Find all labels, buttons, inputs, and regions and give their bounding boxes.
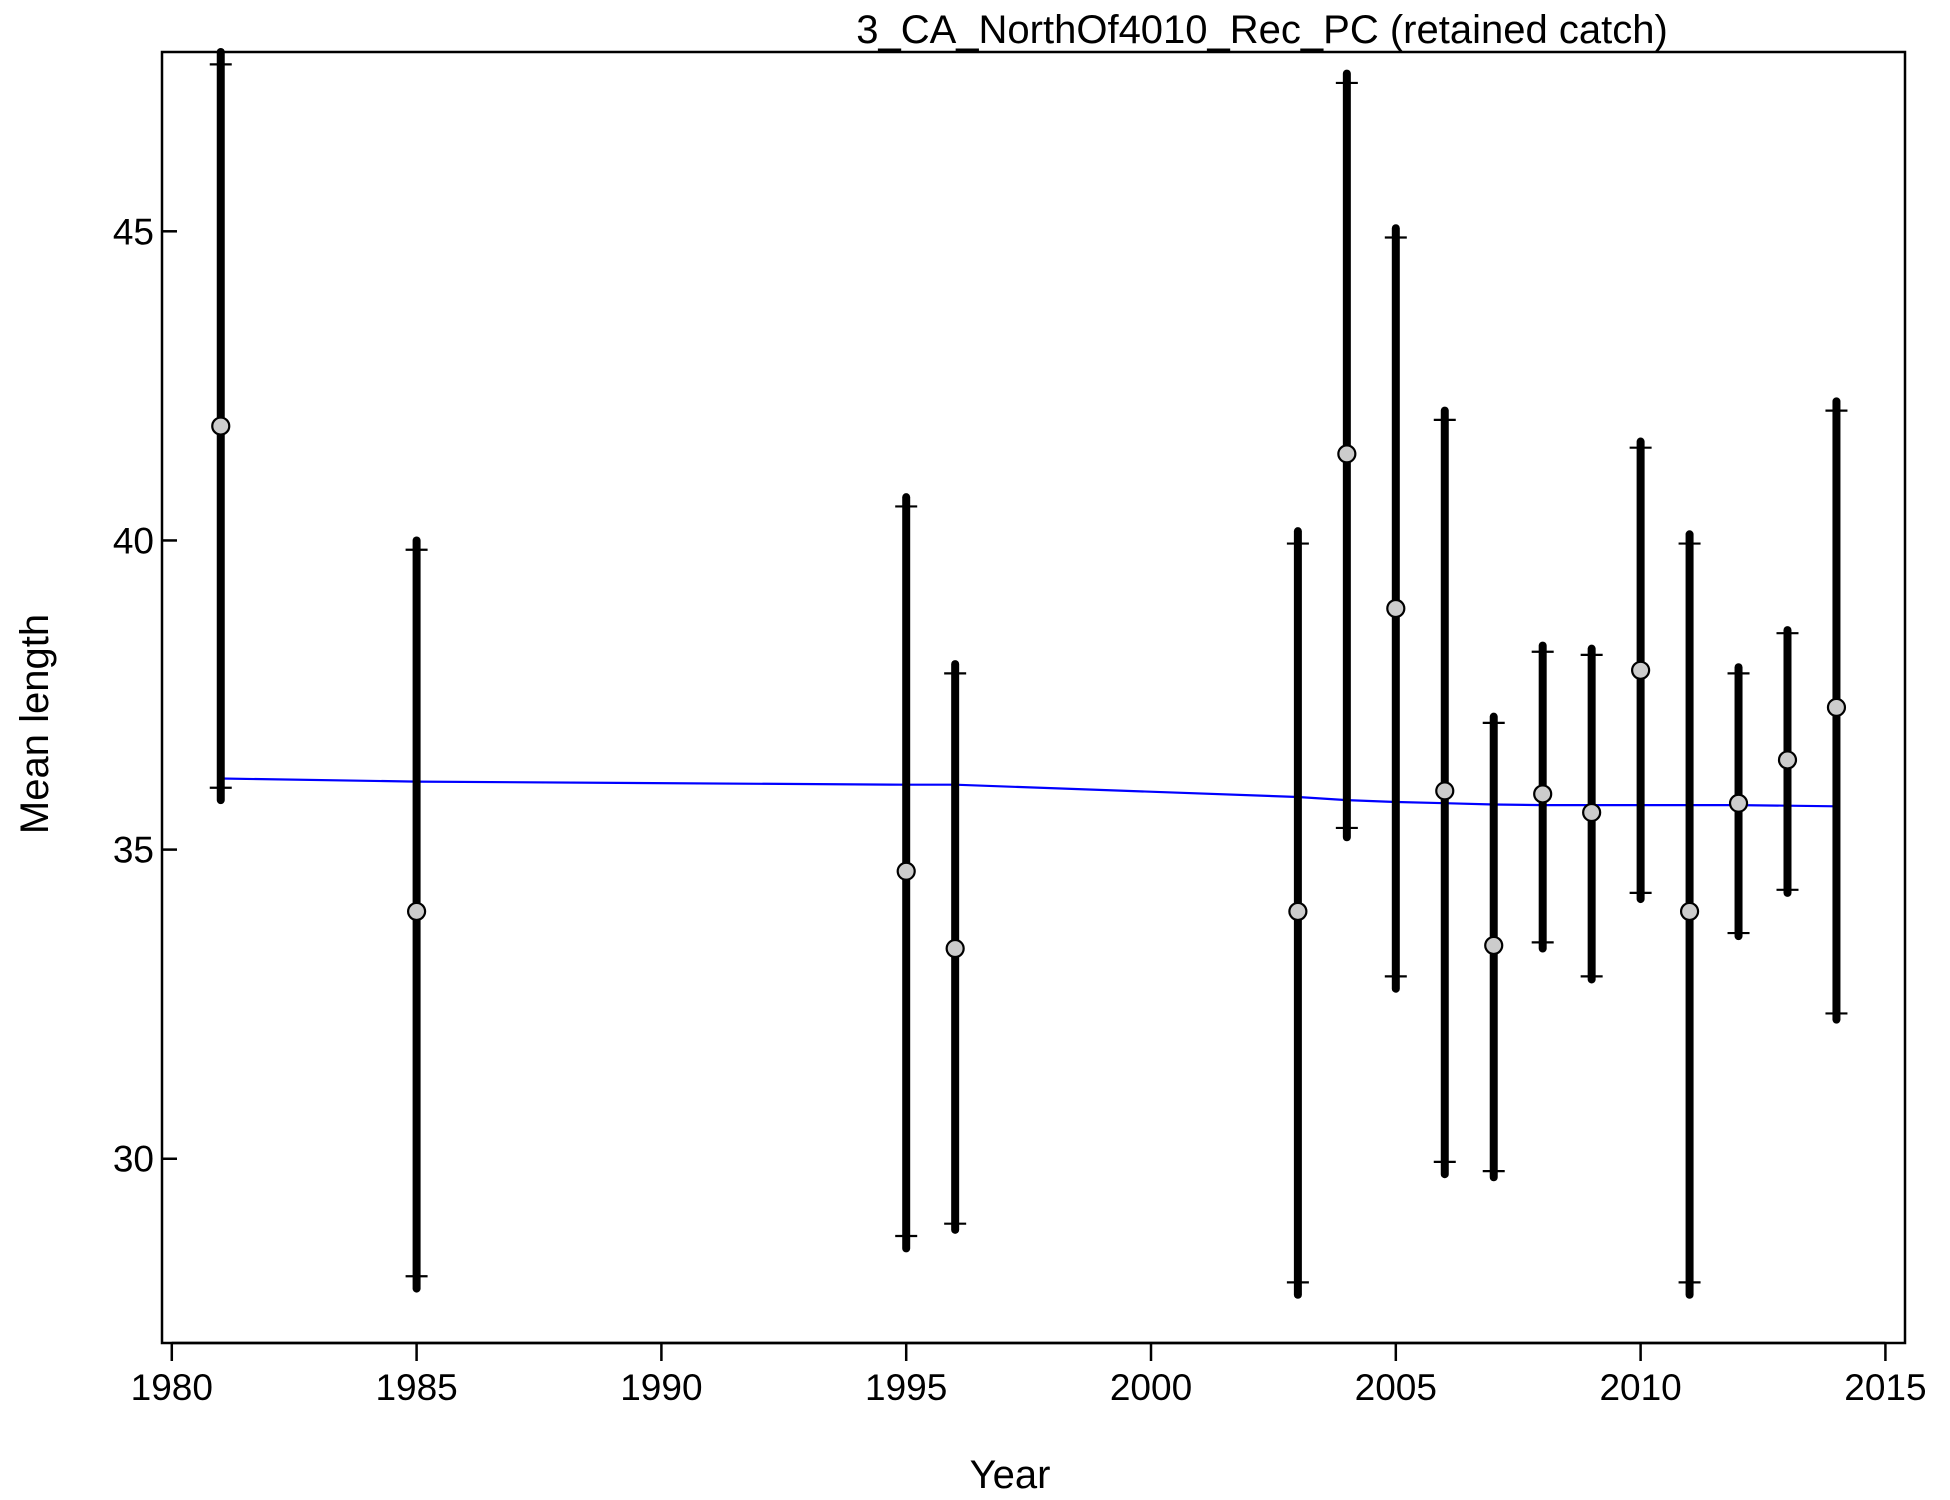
x-axis: 1980 1985 1990 1995 2000 2005 2010 2015 bbox=[131, 1341, 1927, 1408]
observed-point bbox=[945, 938, 965, 959]
x-tick-label: 1980 bbox=[131, 1367, 213, 1408]
x-tick-label: 2015 bbox=[1844, 1367, 1926, 1408]
observed-point bbox=[1728, 793, 1749, 813]
expected-mean-length-line bbox=[220, 777, 1837, 808]
observed-point bbox=[1679, 901, 1700, 922]
observed-point bbox=[896, 861, 916, 881]
x-axis-label: Year bbox=[970, 1453, 1051, 1497]
observed-point bbox=[1337, 444, 1357, 464]
observed-point bbox=[1533, 784, 1553, 804]
error-bars bbox=[209, 48, 1848, 1299]
x-tick-label: 2005 bbox=[1355, 1367, 1437, 1408]
chart-title: 3_CA_NorthOf4010_Rec_PC (retained catch) bbox=[856, 8, 1668, 52]
observed-point bbox=[1288, 901, 1308, 922]
expected-line-layer bbox=[220, 777, 1837, 808]
observed-point bbox=[1826, 697, 1847, 717]
observed-point bbox=[1484, 935, 1504, 956]
observed-point bbox=[1582, 802, 1602, 823]
y-tick-label: 45 bbox=[113, 211, 154, 252]
y-tick-label: 40 bbox=[113, 520, 154, 561]
observed-point bbox=[1631, 660, 1651, 680]
y-tick-label: 35 bbox=[113, 830, 154, 871]
y-tick-label: 30 bbox=[113, 1139, 154, 1180]
observed-point bbox=[406, 901, 427, 922]
observed-point bbox=[211, 416, 231, 436]
x-tick-label: 2010 bbox=[1599, 1367, 1681, 1408]
y-axis: 30 35 40 45 bbox=[113, 211, 177, 1180]
points bbox=[211, 416, 1847, 959]
x-tick-label: 1995 bbox=[865, 1367, 947, 1408]
observed-point bbox=[1435, 781, 1455, 801]
observed-point bbox=[1777, 750, 1798, 770]
x-tick-label: 1990 bbox=[620, 1367, 702, 1408]
x-tick-label: 2000 bbox=[1110, 1367, 1192, 1408]
y-axis-label: Mean length bbox=[13, 614, 57, 834]
x-tick-label: 1985 bbox=[375, 1367, 457, 1408]
observed-point bbox=[1386, 598, 1406, 619]
